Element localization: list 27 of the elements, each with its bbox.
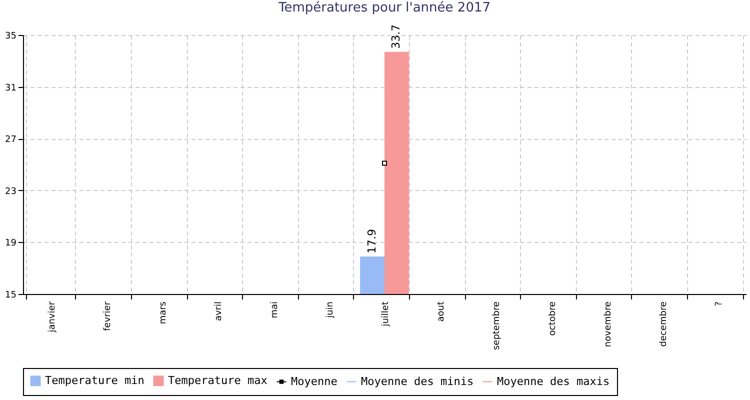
x-tick-label: janvier (47, 301, 58, 334)
x-tick-label: juillet (381, 301, 391, 328)
x-tick-label: juin (325, 302, 336, 319)
legend-label: Moyenne (291, 374, 338, 388)
legend-label: Moyenne des minis (361, 374, 474, 388)
y-tick-label: 15 (5, 290, 16, 300)
legend-label: Moyenne des maxis (497, 374, 610, 388)
y-tick-label: 23 (5, 186, 16, 197)
x-tick-label: aout (436, 301, 447, 322)
legend-label: Temperature min (45, 374, 144, 387)
x-tick-label: octobre (548, 301, 558, 336)
y-tick-label: 27 (5, 135, 16, 146)
x-tick-label: novembre (603, 301, 614, 348)
data-label: 17.9 (365, 228, 378, 254)
x-tick-label: mai (270, 302, 280, 318)
y-tick-label: 31 (5, 83, 16, 94)
x-tick-label: mars (158, 301, 169, 324)
x-tick-label: avril (214, 302, 224, 322)
chart-title: Températures pour l'année 2017 (277, 0, 491, 16)
x-tick-label: fevrier (102, 301, 113, 331)
data-label: 33.7 (390, 24, 403, 49)
y-tick-label: 19 (5, 238, 17, 249)
legend-label: Temperature max (168, 374, 268, 387)
x-tick-label: ? (714, 301, 725, 306)
y-tick-label: 35 (5, 32, 16, 42)
x-tick-label: decembre (659, 301, 670, 347)
x-tick-label: septembre (492, 301, 502, 350)
